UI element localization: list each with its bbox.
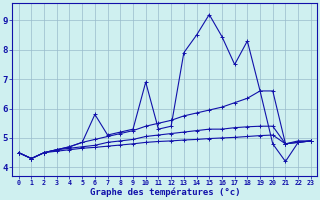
X-axis label: Graphe des températures (°c): Graphe des températures (°c)	[90, 188, 240, 197]
